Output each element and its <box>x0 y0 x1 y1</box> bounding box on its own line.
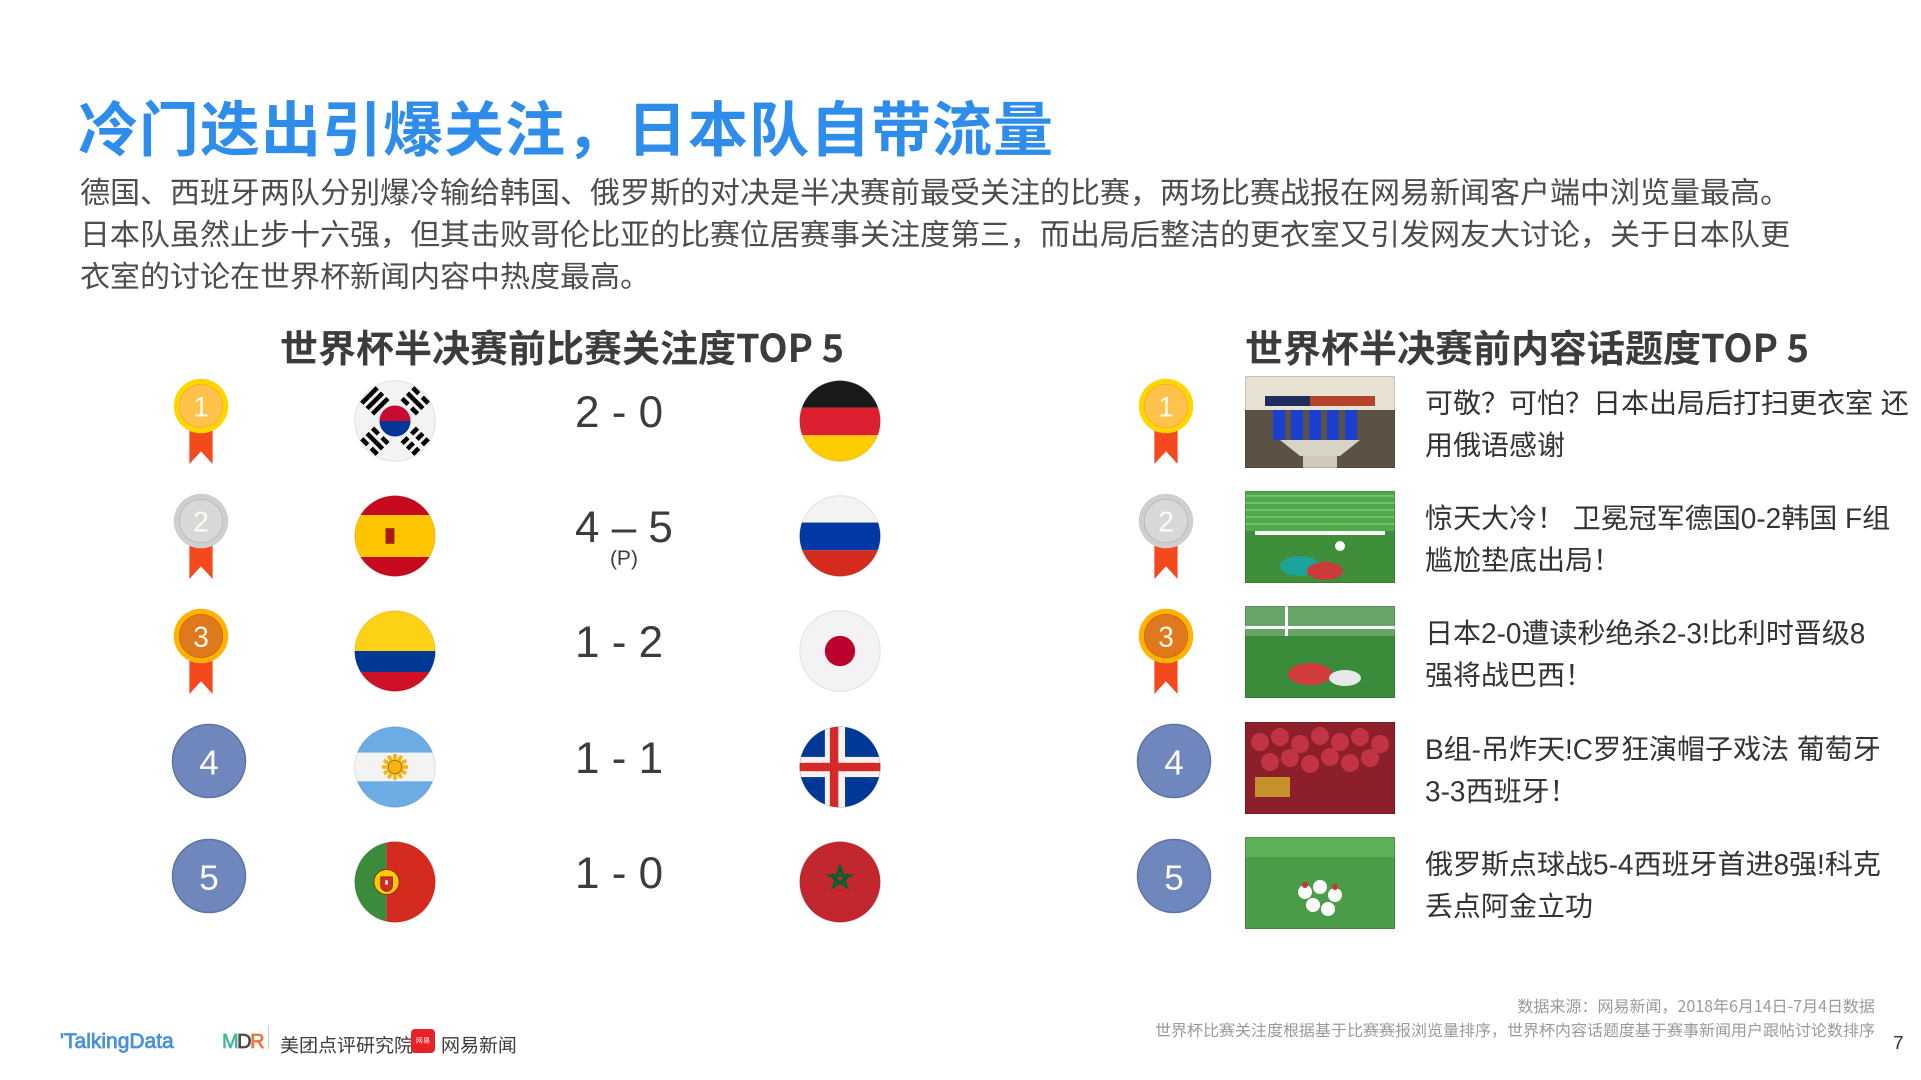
svg-text:4: 4 <box>1164 744 1183 783</box>
svg-text:3: 3 <box>1158 621 1173 652</box>
svg-text:2: 2 <box>1158 506 1173 537</box>
svg-text:5: 5 <box>1164 859 1183 898</box>
svg-text:1: 1 <box>1158 391 1173 422</box>
